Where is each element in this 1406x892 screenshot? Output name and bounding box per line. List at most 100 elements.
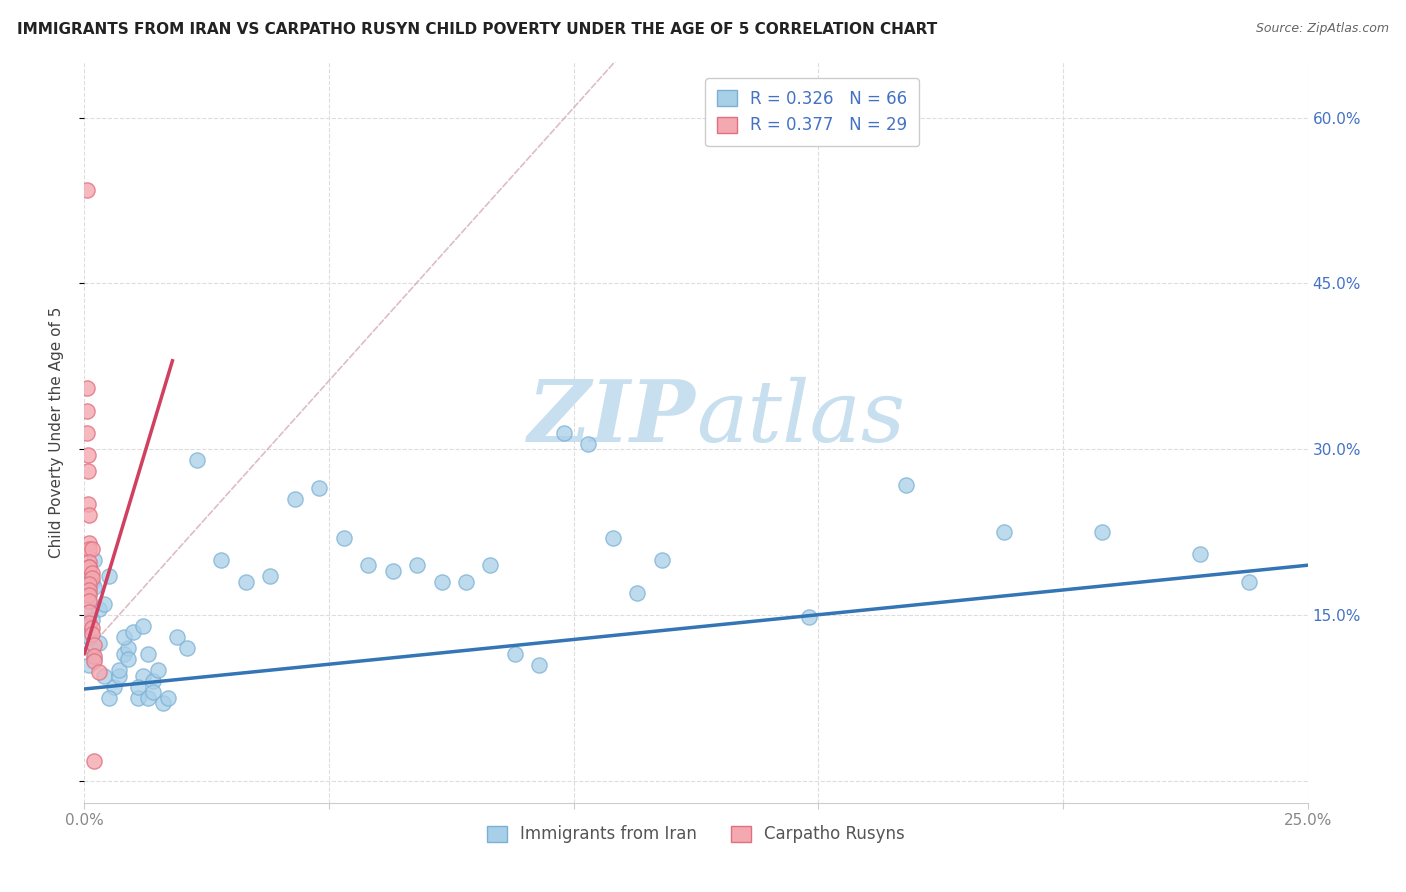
Point [127, 690, 149, 705]
Point [80, 641, 103, 656]
Point [77, 588, 100, 602]
Point [454, 574, 477, 589]
Point [93, 597, 115, 611]
Point [77, 560, 100, 574]
Point [308, 481, 330, 495]
Point [77, 605, 100, 619]
Text: IMMIGRANTS FROM IRAN VS CARPATHO RUSYN CHILD POVERTY UNDER THE AGE OF 5 CORRELAT: IMMIGRANTS FROM IRAN VS CARPATHO RUSYN C… [17, 22, 938, 37]
Point [122, 624, 145, 639]
Text: atlas: atlas [696, 376, 905, 459]
Point [993, 524, 1015, 539]
Point [87, 602, 110, 616]
Point [77, 602, 100, 616]
Point [1237, 574, 1260, 589]
Point [80, 574, 103, 589]
Point [80, 626, 103, 640]
Point [103, 680, 125, 694]
Point [77, 536, 100, 550]
Point [77, 464, 100, 478]
Point [553, 425, 575, 440]
Point [381, 564, 404, 578]
Point [166, 630, 188, 644]
Point [430, 574, 453, 589]
Point [112, 647, 135, 661]
Point [87, 665, 110, 680]
Point [117, 641, 139, 656]
Point [77, 586, 100, 600]
Point [602, 531, 624, 545]
Point [76, 425, 98, 440]
Point [97, 569, 120, 583]
Point [97, 690, 120, 705]
Point [76, 381, 98, 395]
Point [77, 577, 100, 591]
Point [117, 652, 139, 666]
Point [132, 669, 155, 683]
Point [76, 403, 98, 417]
Point [503, 647, 526, 661]
Point [83, 652, 105, 666]
Point [77, 630, 100, 644]
Point [93, 669, 115, 683]
Point [83, 552, 105, 566]
Point [1091, 524, 1114, 539]
Point [76, 182, 98, 196]
Point [186, 453, 208, 467]
Point [406, 558, 429, 573]
Point [77, 555, 100, 569]
Legend: Immigrants from Iran, Carpatho Rusyns: Immigrants from Iran, Carpatho Rusyns [481, 819, 911, 850]
Point [284, 491, 307, 506]
Point [80, 566, 103, 580]
Point [77, 564, 100, 578]
Point [576, 436, 599, 450]
Point [83, 754, 105, 768]
Point [77, 541, 100, 556]
Point [80, 614, 103, 628]
Point [529, 657, 551, 672]
Point [132, 619, 155, 633]
Point [332, 531, 354, 545]
Point [235, 574, 257, 589]
Point [259, 569, 281, 583]
Point [142, 674, 165, 689]
Point [357, 558, 380, 573]
Point [136, 690, 159, 705]
Point [209, 552, 232, 566]
Point [146, 663, 169, 677]
Point [77, 498, 100, 512]
Point [176, 641, 198, 656]
Point [87, 635, 110, 649]
Point [142, 685, 165, 699]
Point [651, 552, 673, 566]
Point [127, 680, 149, 694]
Point [626, 586, 648, 600]
Point [152, 697, 174, 711]
Point [83, 580, 105, 594]
Point [83, 648, 105, 663]
Point [112, 630, 135, 644]
Point [76, 448, 98, 462]
Point [107, 669, 129, 683]
Point [896, 477, 918, 491]
Text: Source: ZipAtlas.com: Source: ZipAtlas.com [1256, 22, 1389, 36]
Point [136, 647, 159, 661]
Point [80, 572, 103, 586]
Point [77, 615, 100, 630]
Point [77, 593, 100, 607]
Y-axis label: Child Poverty Under the Age of 5: Child Poverty Under the Age of 5 [49, 307, 63, 558]
Point [83, 638, 105, 652]
Point [1188, 547, 1211, 561]
Point [83, 654, 105, 668]
Point [77, 657, 100, 672]
Point [77, 630, 100, 644]
Point [77, 560, 100, 574]
Point [479, 558, 502, 573]
Point [156, 690, 179, 705]
Point [797, 610, 820, 624]
Point [80, 621, 103, 635]
Point [80, 541, 103, 556]
Point [77, 582, 100, 597]
Text: ZIP: ZIP [529, 376, 696, 459]
Point [107, 663, 129, 677]
Point [77, 619, 100, 633]
